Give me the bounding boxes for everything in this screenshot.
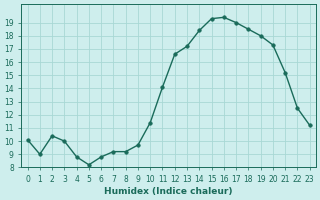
X-axis label: Humidex (Indice chaleur): Humidex (Indice chaleur) [104, 187, 233, 196]
